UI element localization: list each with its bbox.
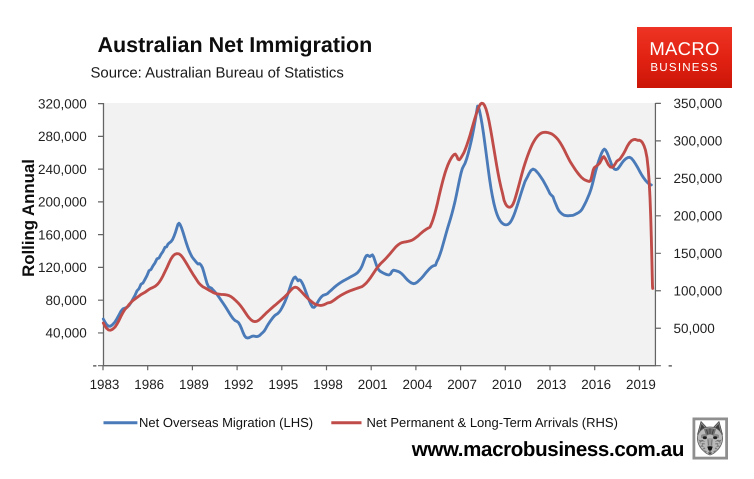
svg-text:350,000: 350,000	[674, 96, 723, 111]
svg-text:150,000: 150,000	[674, 246, 723, 261]
svg-text:2019: 2019	[626, 377, 656, 392]
svg-text:2010: 2010	[492, 377, 522, 392]
svg-text:120,000: 120,000	[38, 260, 87, 275]
svg-text:1998: 1998	[313, 377, 343, 392]
svg-text:-: -	[668, 357, 673, 372]
svg-text:200,000: 200,000	[38, 195, 87, 210]
svg-text:2004: 2004	[403, 377, 433, 392]
svg-text:Net Overseas Migration (LHS): Net Overseas Migration (LHS)	[139, 415, 313, 430]
svg-text:50,000: 50,000	[674, 321, 715, 336]
svg-text:Net Permanent & Long-Term Arri: Net Permanent & Long-Term Arrivals (RHS)	[367, 415, 618, 430]
svg-text:250,000: 250,000	[674, 171, 723, 186]
svg-text:2007: 2007	[447, 377, 477, 392]
svg-text:300,000: 300,000	[674, 134, 723, 149]
svg-text:MACRO: MACRO	[649, 38, 719, 59]
svg-text:-: -	[93, 357, 98, 372]
svg-text:40,000: 40,000	[46, 326, 87, 341]
svg-text:1983: 1983	[90, 377, 120, 392]
svg-text:2016: 2016	[581, 377, 611, 392]
svg-text:280,000: 280,000	[38, 129, 87, 144]
svg-text:1992: 1992	[224, 377, 254, 392]
svg-text:240,000: 240,000	[38, 162, 87, 177]
svg-text:80,000: 80,000	[46, 293, 87, 308]
svg-text:100,000: 100,000	[674, 284, 723, 299]
svg-text:2001: 2001	[358, 377, 388, 392]
svg-text:1995: 1995	[268, 377, 298, 392]
svg-text:Rolling Annual: Rolling Annual	[19, 159, 38, 277]
svg-text:Australian Net Immigration: Australian Net Immigration	[98, 33, 373, 57]
svg-text:www.macrobusiness.com.au: www.macrobusiness.com.au	[411, 438, 684, 461]
svg-text:1989: 1989	[179, 377, 209, 392]
svg-text:Source: Australian Bureau of S: Source: Australian Bureau of Statistics	[91, 66, 344, 82]
svg-text:BUSINESS: BUSINESS	[650, 61, 718, 74]
svg-text:1986: 1986	[134, 377, 164, 392]
svg-text:2013: 2013	[537, 377, 567, 392]
svg-text:320,000: 320,000	[38, 96, 87, 111]
svg-text:160,000: 160,000	[38, 227, 87, 242]
svg-text:200,000: 200,000	[674, 209, 723, 224]
